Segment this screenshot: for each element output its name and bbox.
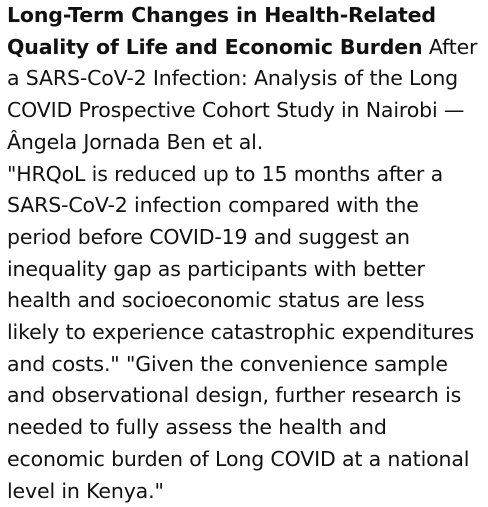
article-subtitle-and-authors: After a SARS-CoV-2 Infection: Analysis o…: [7, 34, 478, 154]
post-text: Long-Term Changes in Health-Related Qual…: [7, 0, 482, 503]
article-quote: "HRQoL is reduced up to 15 months after …: [7, 161, 474, 503]
article-citation: Long-Term Changes in Health-Related Qual…: [7, 0, 482, 159]
article-title: Long-Term Changes in Health-Related Qual…: [7, 3, 436, 59]
